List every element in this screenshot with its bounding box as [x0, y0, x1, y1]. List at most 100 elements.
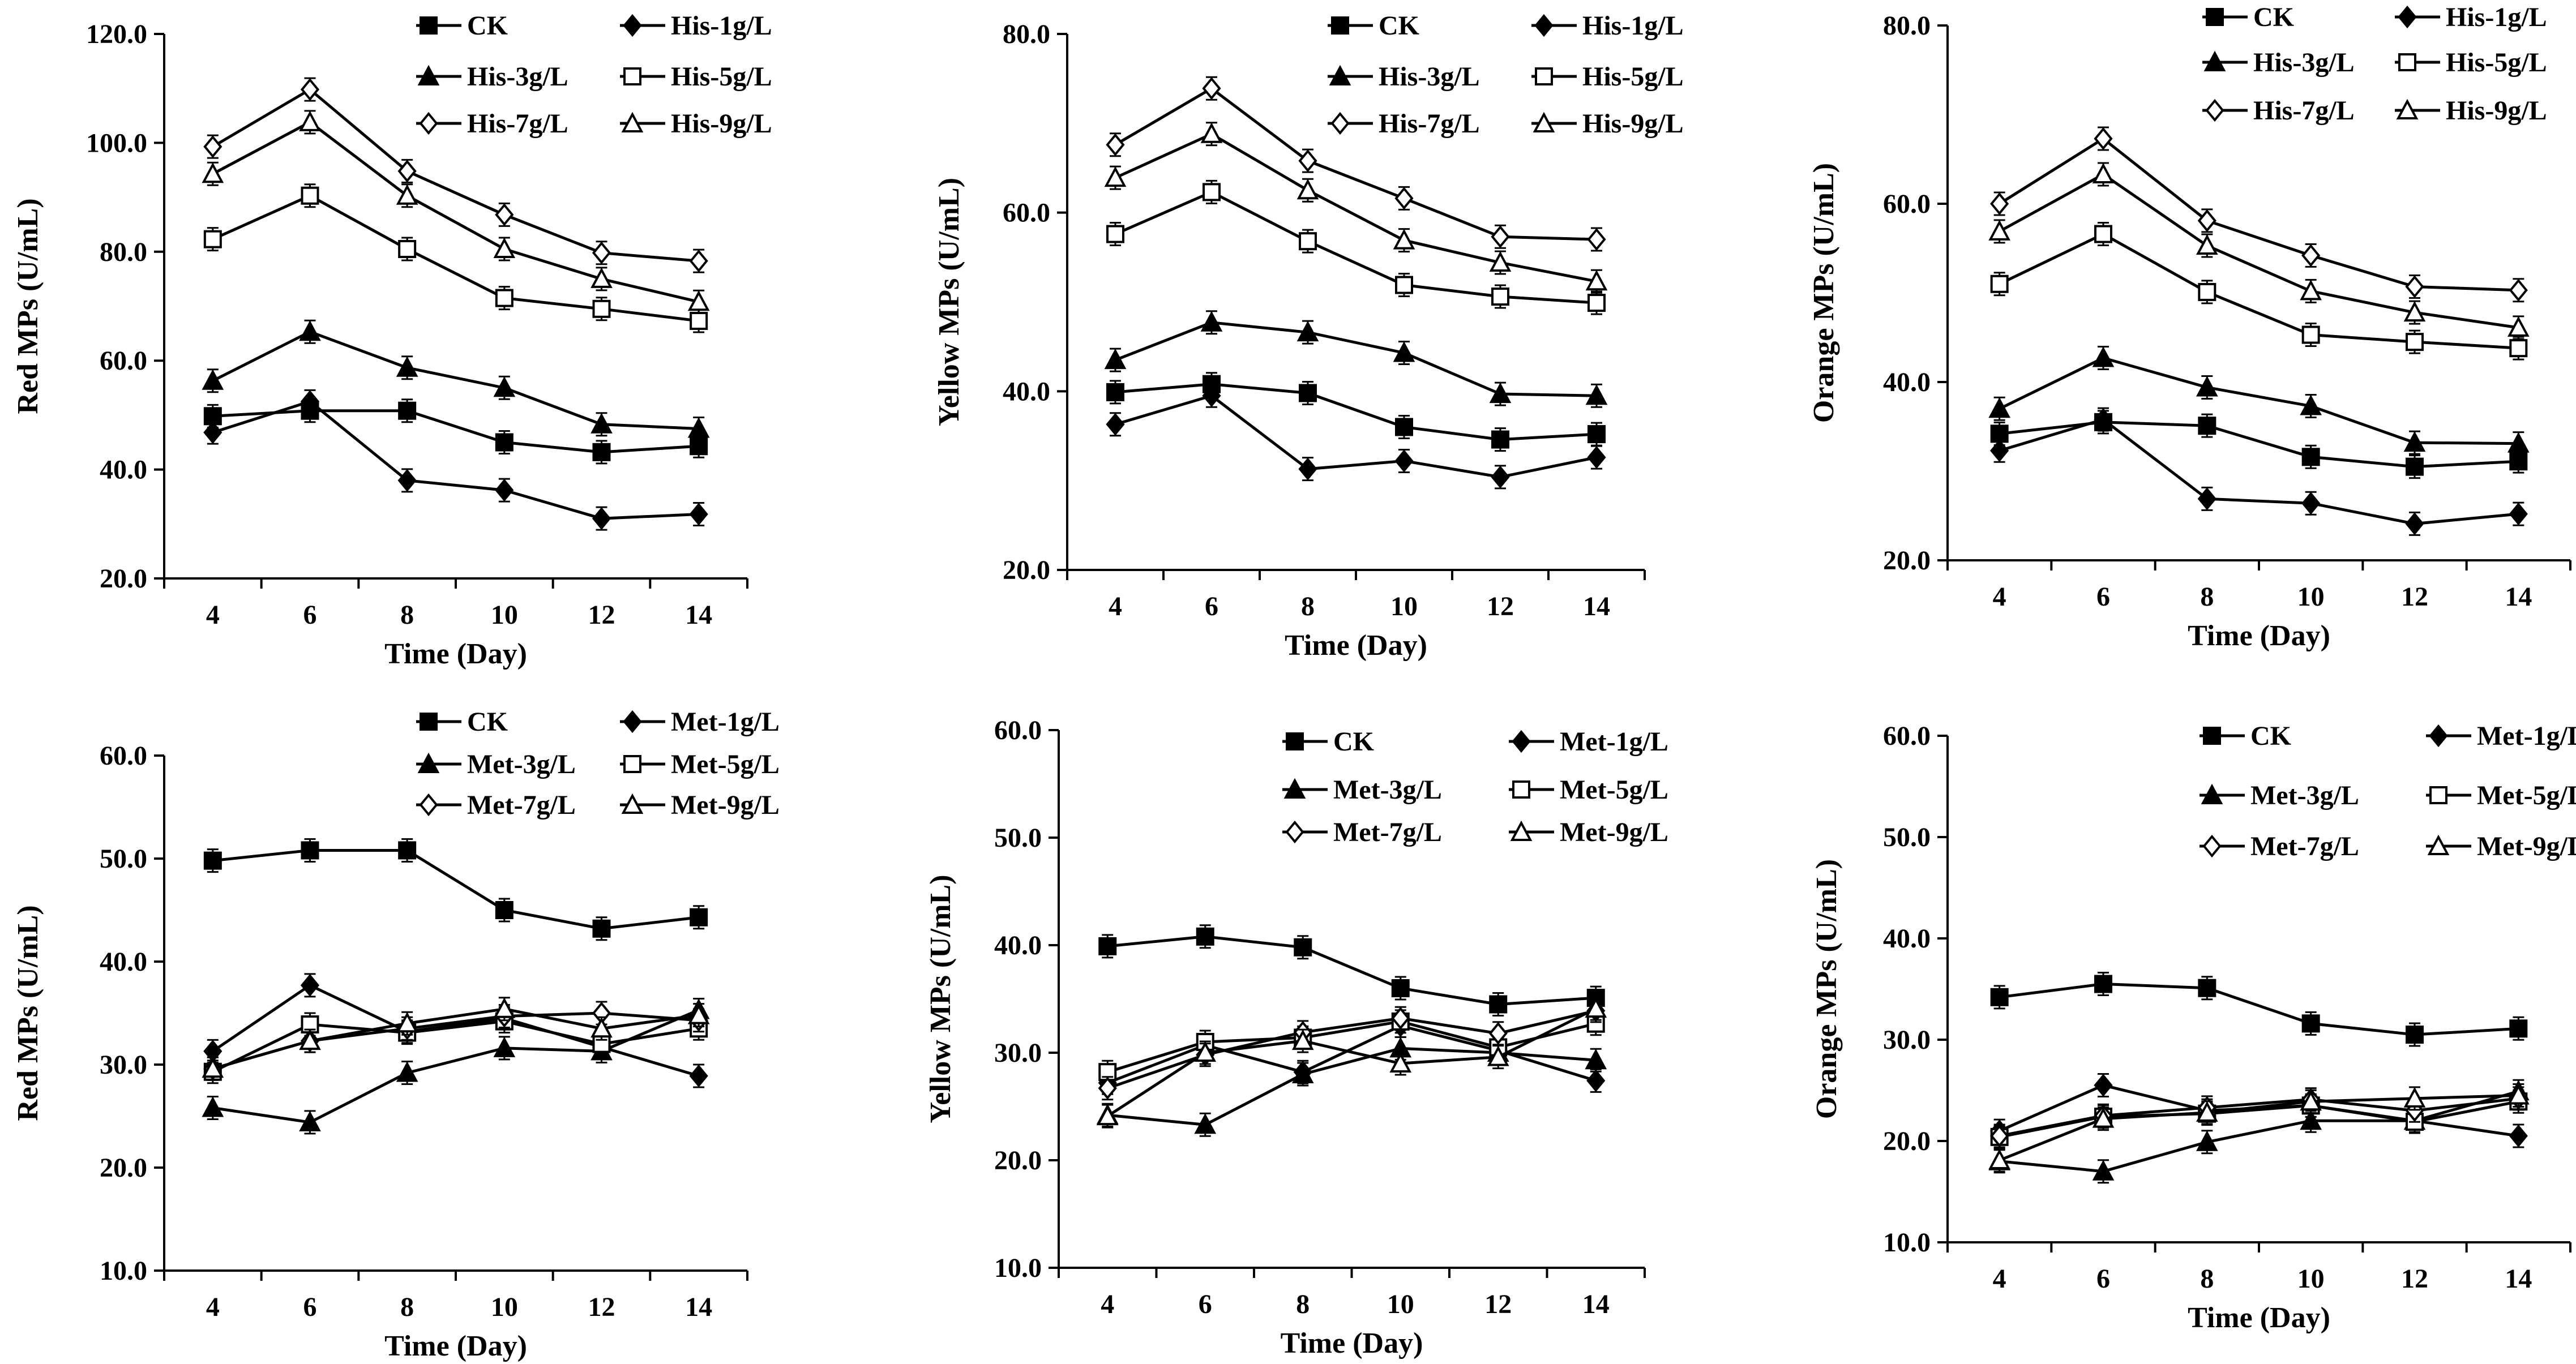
y-tick-label: 20.0 — [100, 1153, 147, 1183]
data-point — [2300, 394, 2322, 415]
series-line — [1999, 173, 2519, 329]
data-point — [2198, 282, 2216, 301]
data-point — [2198, 979, 2216, 997]
legend-marker — [1533, 111, 1555, 132]
series-His-7g/L — [1106, 76, 1606, 252]
legend-item: Met-3g/L — [1282, 775, 1442, 805]
legend-marker — [417, 65, 440, 85]
series-line — [212, 330, 699, 430]
series-line — [212, 848, 699, 930]
series-line — [1115, 321, 1597, 397]
data-point — [1988, 397, 2011, 418]
legend: CK His-1g/L His-3g/L His-5g/L His-7g/L His-9g… — [416, 11, 772, 139]
data-point — [2094, 975, 2112, 993]
data-point — [590, 267, 613, 288]
y-tick-label: 30.0 — [1883, 1025, 1931, 1055]
data-point — [1299, 232, 1317, 251]
series-line — [1107, 1020, 1597, 1074]
legend-marker — [1329, 65, 1351, 85]
data-point — [687, 1003, 710, 1024]
legend-item: His-7g/L — [416, 109, 568, 139]
data-point — [689, 250, 708, 273]
data-point — [1202, 384, 1221, 408]
series-line — [1114, 87, 1597, 241]
legend-label: His-9g/L — [1582, 109, 1684, 139]
data-point — [301, 841, 319, 860]
x-tick-label: 10 — [2297, 1264, 2325, 1294]
data-point — [1489, 382, 1512, 404]
data-point — [1491, 225, 1510, 248]
x-axis-title: Time (Day) — [1281, 1327, 1423, 1359]
data-point — [1585, 997, 1607, 1018]
legend-label: His-5g/L — [671, 62, 772, 92]
series-line — [1107, 1024, 1597, 1084]
data-point — [592, 507, 611, 530]
series-Met-7g/L — [203, 1001, 708, 1081]
legend-item: CK — [2200, 721, 2291, 751]
data-point — [495, 901, 514, 919]
data-point — [2509, 1124, 2528, 1148]
x-tick-label: 6 — [1205, 591, 1218, 621]
legend-item: His-1g/L — [620, 11, 772, 41]
series-line — [1999, 983, 2519, 1036]
data-point — [2092, 1107, 2115, 1128]
legend-item: CK — [2202, 2, 2294, 32]
data-point — [687, 417, 710, 438]
data-point — [1196, 927, 1214, 946]
series-CK — [203, 838, 708, 941]
legend-label: Met-7g/L — [2250, 831, 2359, 861]
series-line — [212, 983, 699, 1078]
data-point — [299, 110, 321, 131]
data-point — [398, 841, 417, 860]
data-point — [300, 973, 320, 997]
data-point — [2509, 1019, 2528, 1038]
legend-marker — [2429, 724, 2448, 748]
legend-item: His-7g/L — [2202, 96, 2355, 126]
series-line — [212, 400, 699, 520]
data-point — [202, 1096, 224, 1117]
y-tick-label: 10.0 — [994, 1253, 1042, 1283]
data-point — [1194, 1041, 1217, 1062]
data-point — [2406, 1026, 2424, 1044]
legend-label: His-1g/L — [2446, 2, 2547, 32]
y-tick-label: 50.0 — [994, 823, 1042, 853]
series-His-9g/L — [1104, 122, 1608, 294]
data-point — [2092, 1160, 2115, 1181]
y-axis-title: Yellow MPs (U/mL) — [933, 178, 965, 426]
series-His-1g/L — [203, 389, 708, 531]
data-point — [592, 919, 611, 938]
x-tick-label: 8 — [2200, 1264, 2214, 1294]
legend-marker — [1510, 820, 1533, 841]
y-axis-title: Orange MPs (U/mL) — [1811, 859, 1843, 1119]
data-point — [493, 237, 516, 258]
legend-label: His-7g/L — [467, 109, 568, 139]
series-line — [212, 1020, 699, 1073]
y-tick-label: 80.0 — [100, 237, 147, 267]
series-line — [212, 1009, 700, 1124]
data-point — [1990, 192, 2009, 216]
legend-item: Met-1g/L — [620, 707, 780, 737]
data-point — [203, 421, 222, 444]
y-tick-label: 20.0 — [1883, 546, 1931, 576]
series-line — [1106, 1007, 1597, 1118]
x-axis-title: Time (Day) — [2188, 1302, 2330, 1334]
data-point — [495, 433, 514, 452]
data-point — [1393, 341, 1415, 362]
series-line — [1115, 394, 1597, 479]
x-tick-label: 8 — [1296, 1289, 1310, 1319]
data-point — [1491, 288, 1509, 306]
data-point — [202, 369, 224, 390]
legend-label: His-1g/L — [671, 11, 772, 41]
x-tick-label: 12 — [1487, 591, 1514, 621]
series-His-7g/L — [1990, 126, 2528, 303]
series-CK — [1106, 372, 1606, 452]
y-tick-label: 60.0 — [1883, 189, 1931, 219]
chart-panel-4: 10.0 20.0 30.0 40.0 50.0 60.0 4 6 8 10 12 14 Time (D… — [12, 707, 780, 1362]
x-tick-label: 14 — [685, 1292, 712, 1322]
legend: CK Met-1g/L Met-3g/L Met-5g/L Met-7g/L Met-9g… — [1282, 727, 1668, 847]
x-tick-label: 6 — [2096, 1264, 2110, 1294]
x-tick-label: 14 — [2505, 582, 2532, 612]
legend-label: Met-1g/L — [2477, 721, 2576, 751]
series-line — [212, 120, 699, 303]
x-tick-label: 4 — [206, 1292, 220, 1322]
